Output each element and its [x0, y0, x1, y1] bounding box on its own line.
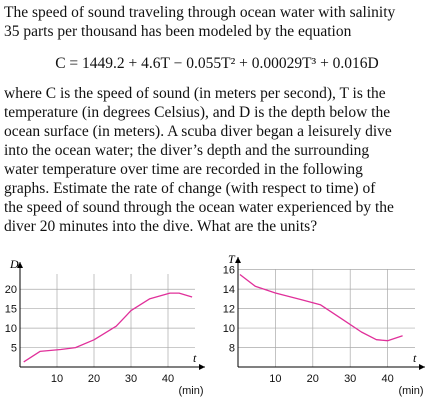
text-line: diver 20 minutes into the dive. What are… — [4, 218, 317, 235]
text-line: graphs. Estimate the rate of change (wit… — [4, 180, 376, 197]
x-tick-label: 10 — [269, 373, 281, 385]
text-line: into the ocean water; the diver’s depth … — [4, 142, 369, 159]
x-unit: (min) — [398, 385, 423, 397]
text-line: water temperature over time are recorded… — [4, 161, 363, 178]
y-tick-label: 10 — [5, 323, 17, 335]
y-tick-label: 8 — [229, 343, 235, 355]
x-unit: (min) — [178, 385, 203, 397]
arrow — [419, 364, 425, 370]
equation: C = 1449.2 + 4.6T − 0.055T² + 0.00029T³ … — [55, 55, 379, 72]
text-line: ocean surface (in meters). A scuba diver… — [4, 123, 392, 140]
x-tick-label: 20 — [88, 373, 100, 385]
x-axis-label: t — [193, 351, 197, 365]
x-tick-label: 20 — [307, 373, 319, 385]
arrow — [235, 257, 241, 263]
text-line: the speed of sound through the ocean wat… — [4, 199, 394, 216]
x-tick-label: 10 — [51, 373, 63, 385]
arrow — [17, 262, 23, 268]
y-tick-label: 15 — [5, 304, 17, 316]
y-tick-label: 10 — [223, 323, 235, 335]
x-tick-label: 30 — [125, 373, 137, 385]
x-tick-label: 40 — [381, 373, 393, 385]
curve — [23, 292, 193, 363]
curve — [239, 273, 403, 342]
y-tick-label: 12 — [223, 304, 235, 316]
arrow — [199, 364, 205, 370]
x-axis-label: t — [413, 351, 417, 365]
y-axis-label: D — [9, 257, 19, 271]
y-axis-label: T — [228, 252, 236, 266]
y-tick-label: 20 — [5, 284, 17, 296]
y-tick-label: 5 — [11, 343, 17, 355]
y-tick-label: 14 — [223, 284, 235, 296]
text-line: The speed of sound traveling through oce… — [4, 4, 396, 21]
y-tick-label: 16 — [223, 265, 235, 277]
text-line: where C is the speed of sound (in meters… — [4, 85, 386, 102]
x-tick-label: 30 — [344, 373, 356, 385]
x-tick-label: 40 — [162, 373, 174, 385]
text-line: temperature (in degrees Celsius), and D … — [4, 104, 390, 121]
text-line: 35 parts per thousand has been modeled b… — [4, 23, 352, 40]
